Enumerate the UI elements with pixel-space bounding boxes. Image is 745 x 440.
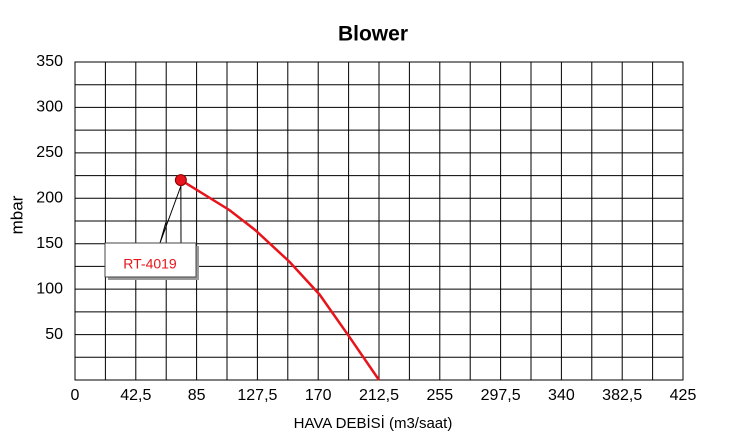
callout-box — [104, 242, 197, 278]
y-axis-label: mbar — [7, 195, 26, 234]
chart-title: Blower — [338, 23, 408, 46]
x-tick-label: 170 — [305, 387, 332, 404]
x-tick-label: 297,5 — [481, 387, 521, 404]
x-axis-label: HAVA DEBİSİ (m3/saat) — [294, 414, 453, 432]
callout-label: RT-4019 — [123, 256, 177, 272]
data-line — [180, 179, 381, 381]
x-tick-label: 42,5 — [120, 387, 151, 404]
y-tick-label: 350 — [36, 53, 63, 70]
x-tick-label: 425 — [670, 387, 697, 404]
x-tick-label: 85 — [188, 387, 206, 404]
x-tick-label: 255 — [426, 387, 453, 404]
y-tick-label: 100 — [36, 280, 63, 297]
x-tick-label: 0 — [71, 387, 80, 404]
y-tick-label: 50 — [45, 326, 63, 343]
x-tick-label: 340 — [548, 387, 575, 404]
y-tick-label: 150 — [36, 235, 63, 252]
x-tick-label: 127,5 — [237, 387, 277, 404]
y-tick-label: 200 — [36, 190, 63, 207]
x-tick-label: 382,5 — [602, 387, 642, 404]
x-tick-label: 212,5 — [359, 387, 399, 404]
data-point — [174, 174, 187, 187]
y-tick-label: 300 — [36, 99, 63, 116]
y-tick-label: 250 — [36, 144, 63, 161]
